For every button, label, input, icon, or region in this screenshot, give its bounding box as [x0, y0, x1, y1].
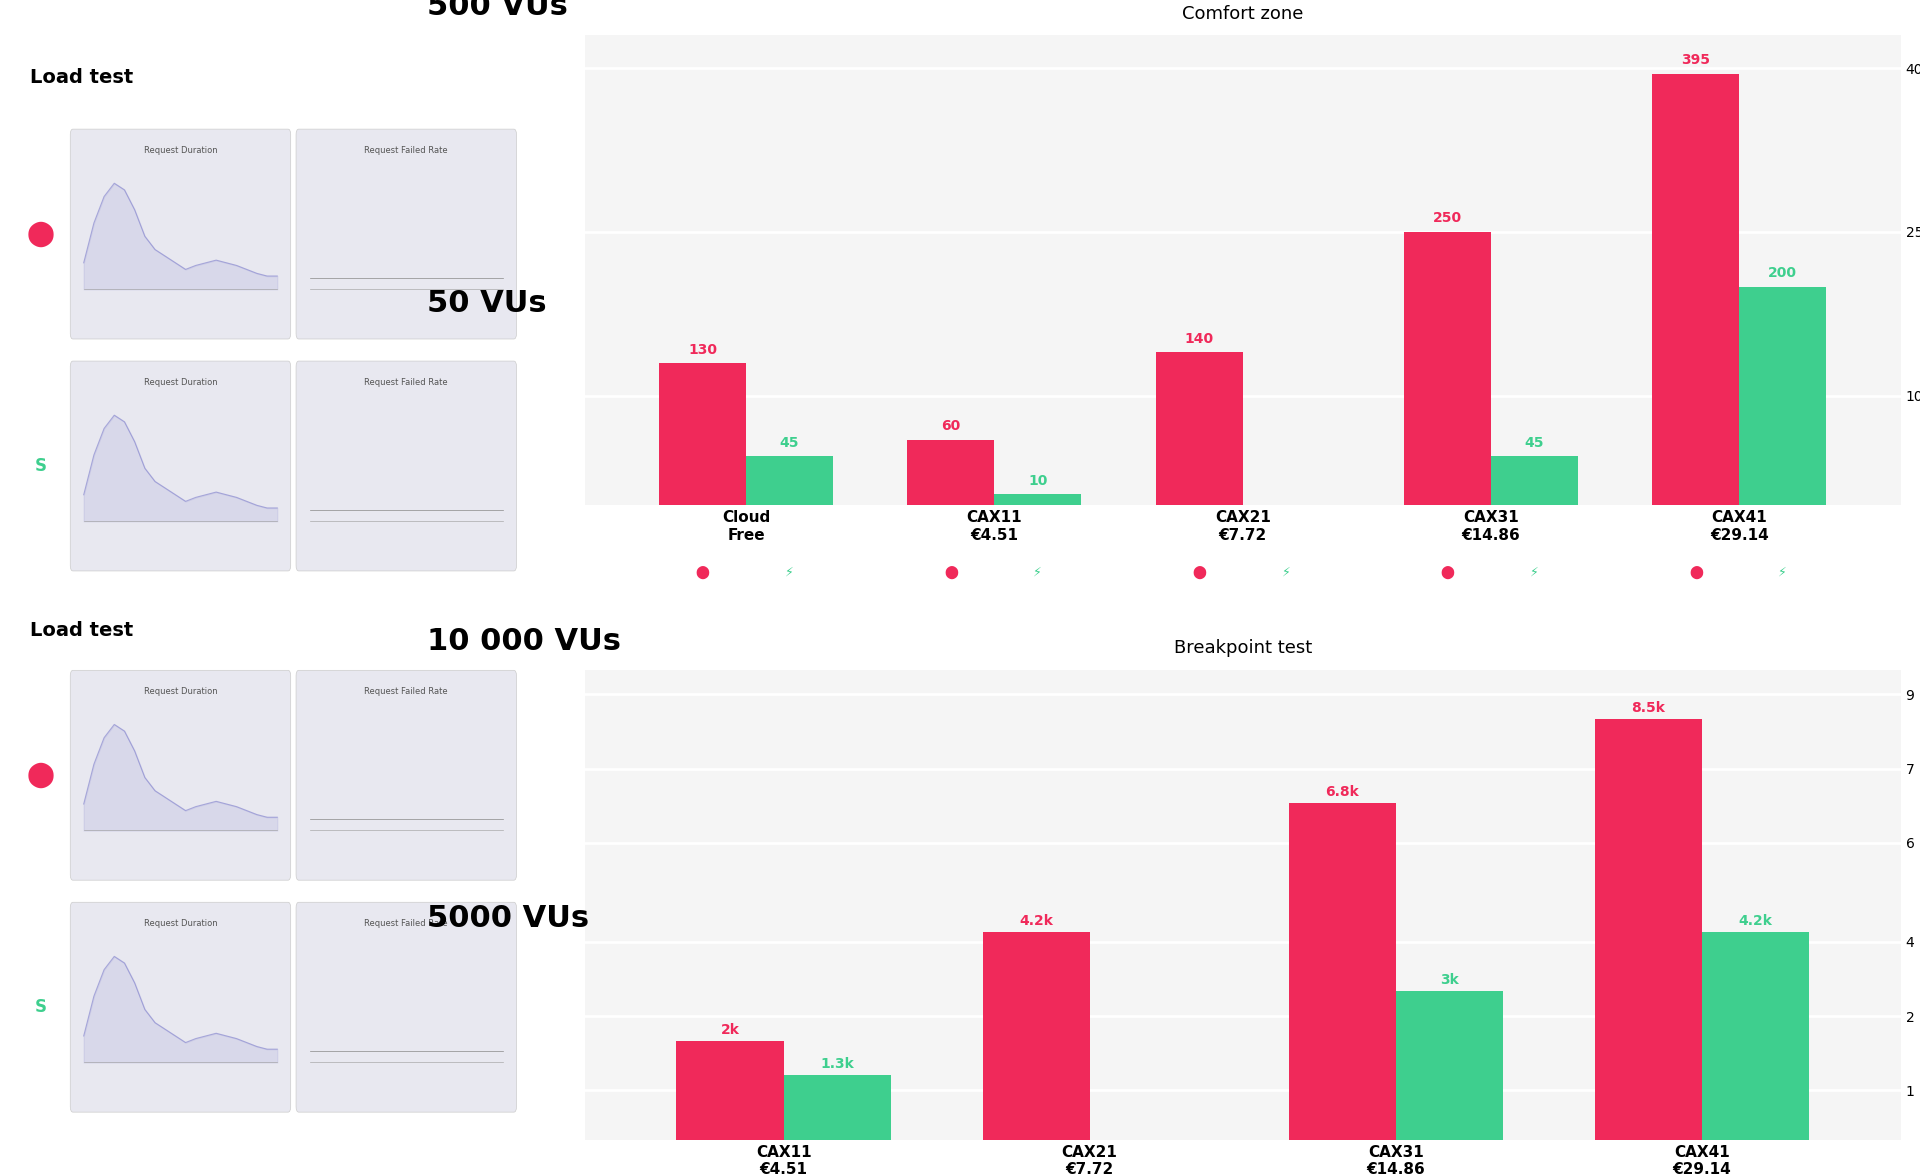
Bar: [1701, 932, 1809, 1140]
Text: Request Failed Rate: Request Failed Rate: [365, 377, 447, 387]
Bar: [1596, 719, 1701, 1140]
Text: Request Failed Rate: Request Failed Rate: [365, 919, 447, 928]
Text: S: S: [35, 999, 46, 1016]
Text: Load test: Load test: [31, 68, 132, 87]
Text: S: S: [35, 457, 46, 475]
Bar: [783, 1075, 891, 1140]
Text: ⚡: ⚡: [785, 565, 793, 578]
Text: 4.2k: 4.2k: [1738, 914, 1772, 928]
Bar: [1653, 74, 1740, 505]
Text: Request Duration: Request Duration: [144, 377, 217, 387]
Title: Breakpoint test: Breakpoint test: [1173, 639, 1311, 657]
Text: ⬤: ⬤: [945, 565, 958, 578]
Text: 10: 10: [1027, 474, 1048, 488]
Text: ⬤: ⬤: [1440, 565, 1455, 578]
Text: 250: 250: [1432, 212, 1463, 226]
Bar: [1288, 804, 1396, 1140]
Text: 2k: 2k: [720, 1023, 739, 1036]
Text: 200: 200: [1768, 266, 1797, 280]
Text: ⬤: ⬤: [27, 763, 54, 788]
Text: 8.5k: 8.5k: [1632, 701, 1665, 716]
FancyBboxPatch shape: [296, 129, 516, 340]
Text: Load test: Load test: [31, 620, 132, 639]
Text: ⬤: ⬤: [1192, 565, 1206, 578]
Text: 6.8k: 6.8k: [1325, 785, 1359, 799]
Text: 130: 130: [687, 343, 716, 356]
Text: ⚡: ⚡: [1283, 565, 1290, 578]
Text: ⚡: ⚡: [1530, 565, 1538, 578]
Bar: [676, 1041, 783, 1140]
Text: 50 VUs: 50 VUs: [426, 289, 547, 317]
Text: ⚡: ⚡: [1033, 565, 1043, 578]
FancyBboxPatch shape: [71, 129, 290, 340]
Text: 500 VUs: 500 VUs: [426, 0, 568, 21]
Text: Request Failed Rate: Request Failed Rate: [365, 687, 447, 696]
Bar: [1740, 287, 1826, 505]
Text: ⬤: ⬤: [695, 565, 710, 578]
Bar: [1404, 231, 1492, 505]
Text: ⚡: ⚡: [1778, 565, 1788, 578]
Bar: [1156, 352, 1242, 505]
Bar: [1396, 992, 1503, 1140]
Text: 45: 45: [780, 436, 799, 450]
Text: Request Duration: Request Duration: [144, 919, 217, 928]
FancyBboxPatch shape: [71, 902, 290, 1112]
Text: Request Duration: Request Duration: [144, 687, 217, 696]
Bar: [908, 439, 995, 505]
Text: 3k: 3k: [1440, 973, 1459, 987]
Text: ⬤: ⬤: [1690, 565, 1703, 578]
FancyBboxPatch shape: [71, 361, 290, 571]
Bar: [747, 456, 833, 505]
Text: ⬤: ⬤: [27, 221, 54, 247]
Text: 60: 60: [941, 419, 960, 434]
Bar: [983, 932, 1091, 1140]
Text: 395: 395: [1682, 53, 1711, 67]
Bar: [659, 363, 747, 505]
Text: 4.2k: 4.2k: [1020, 914, 1052, 928]
Text: 5000 VUs: 5000 VUs: [426, 905, 589, 933]
Bar: [1492, 456, 1578, 505]
FancyBboxPatch shape: [296, 670, 516, 880]
Text: Request Duration: Request Duration: [144, 146, 217, 155]
Text: Request Failed Rate: Request Failed Rate: [365, 146, 447, 155]
FancyBboxPatch shape: [296, 361, 516, 571]
Text: 140: 140: [1185, 331, 1213, 345]
FancyBboxPatch shape: [71, 670, 290, 880]
Text: 10 000 VUs: 10 000 VUs: [426, 626, 620, 656]
Bar: [995, 495, 1081, 505]
Text: 45: 45: [1524, 436, 1544, 450]
Text: 1.3k: 1.3k: [820, 1058, 854, 1072]
Title: Comfort zone: Comfort zone: [1183, 5, 1304, 22]
FancyBboxPatch shape: [296, 902, 516, 1112]
